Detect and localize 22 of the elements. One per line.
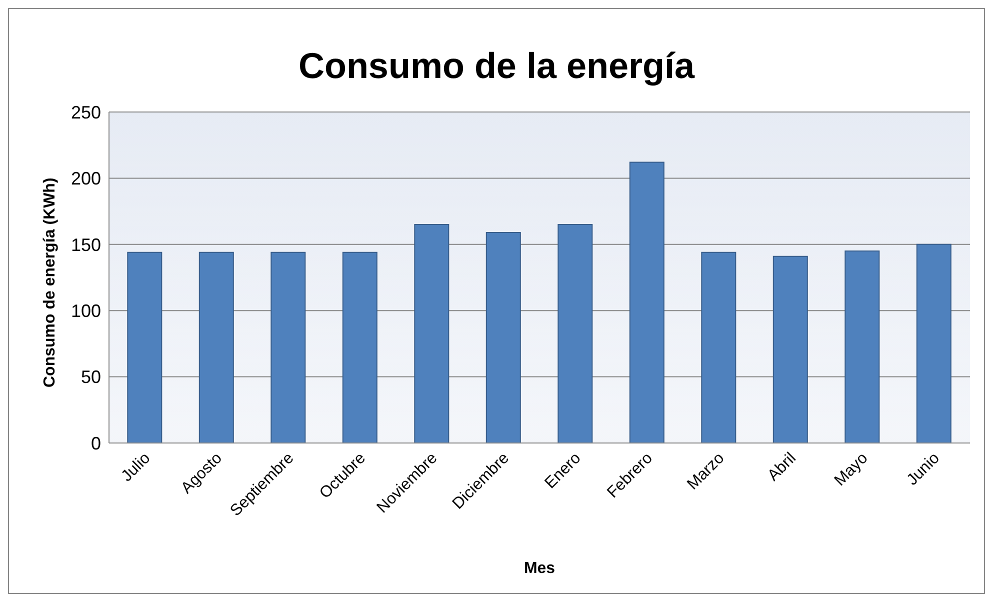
bar [772,256,808,443]
y-tick-label: 0 [90,433,101,454]
bar [629,162,664,443]
bar [558,224,593,443]
bar [414,224,450,443]
x-axis-title: Mes [524,560,556,577]
bar [342,252,378,443]
y-tick-label: 200 [70,168,101,189]
bar [486,232,521,443]
bar [701,252,736,443]
bar [270,252,306,443]
bar [198,252,234,443]
y-axis-title: Consumo de energía (KWh) [42,178,59,388]
y-tick-label: 150 [70,234,101,255]
y-tick-label: 50 [80,367,101,388]
chart-title: Consumo de la energía [297,45,696,87]
bar [844,250,880,443]
bar [127,252,162,443]
y-tick-label: 250 [70,102,101,122]
y-tick-label: 100 [70,300,101,321]
bar [916,244,952,443]
x-tick-label: Julio [118,450,154,486]
